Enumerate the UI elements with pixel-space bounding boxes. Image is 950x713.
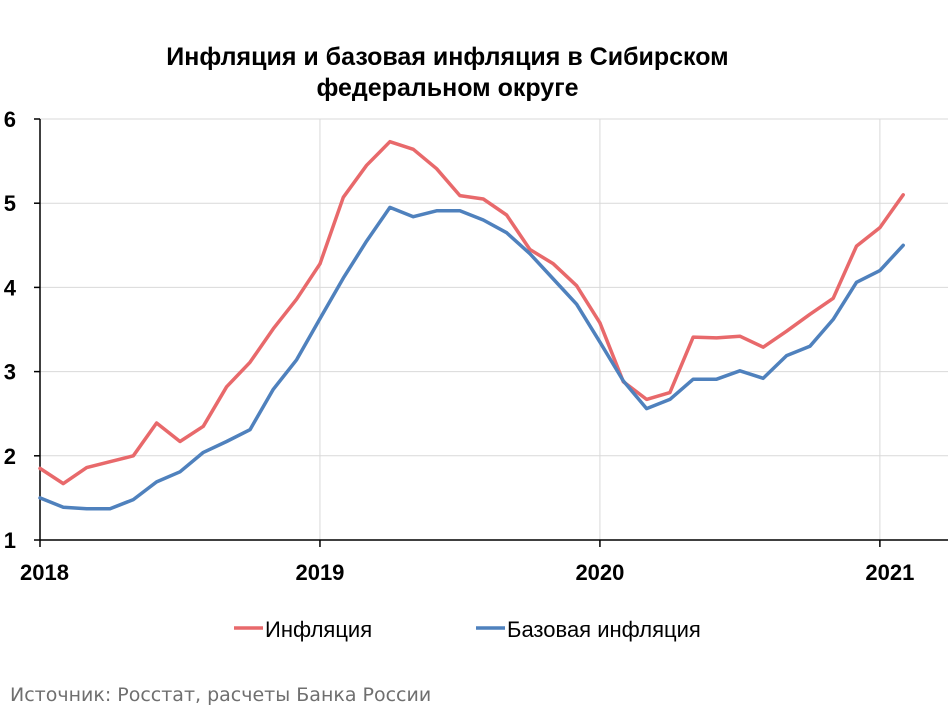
chart-title: Инфляция и базовая инфляция в Сибирском … bbox=[0, 42, 895, 104]
x-tick-labels: 2018 2019 2020 2021 bbox=[20, 560, 914, 585]
x-tick-label: 2018 bbox=[20, 560, 69, 585]
legend-label-core-inflation: Базовая инфляция bbox=[507, 617, 701, 642]
legend-label-inflation: Инфляция bbox=[265, 617, 372, 642]
y-tick-label: 5 bbox=[4, 191, 16, 216]
source-note: Источник: Росстат, расчеты Банка России bbox=[10, 684, 432, 706]
y-tick-label: 2 bbox=[4, 444, 16, 469]
y-tick-label: 3 bbox=[4, 360, 16, 385]
x-tick-label: 2021 bbox=[865, 560, 914, 585]
axes bbox=[34, 118, 948, 547]
chart-title-line-2: федеральном округе bbox=[316, 74, 579, 102]
series-line-inflation bbox=[38, 139, 905, 486]
y-tick-labels: 1 2 3 4 5 6 bbox=[4, 107, 17, 553]
chart-title-line-1: Инфляция и базовая инфляция в Сибирском bbox=[166, 43, 729, 71]
y-tick-label: 1 bbox=[4, 528, 16, 553]
x-tick-label: 2019 bbox=[295, 560, 344, 585]
x-tick-label: 2020 bbox=[575, 560, 624, 585]
y-tick-label: 6 bbox=[4, 107, 16, 132]
series-lines bbox=[38, 139, 905, 511]
y-tick-label: 4 bbox=[4, 275, 17, 300]
gridlines bbox=[40, 118, 948, 540]
legend: Инфляция Базовая инфляция bbox=[234, 617, 701, 642]
series-line-core-inflation bbox=[38, 205, 905, 511]
